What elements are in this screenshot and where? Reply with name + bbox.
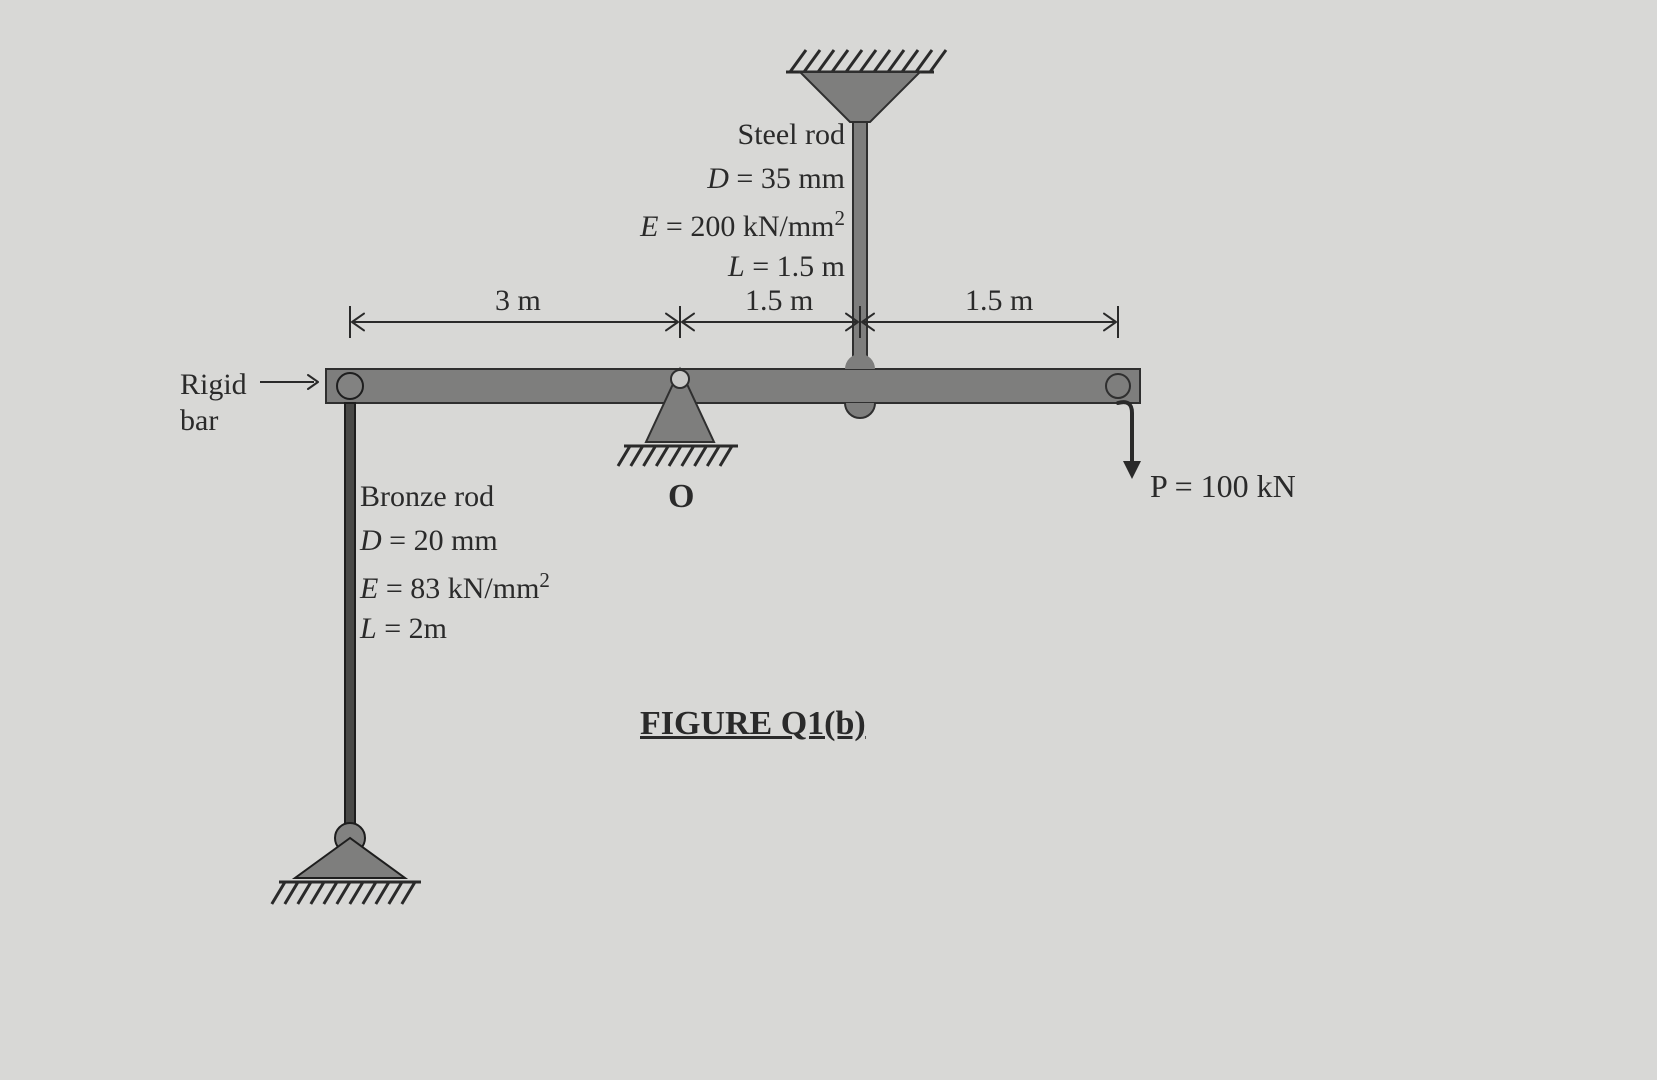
steel-E: E = 200 kN/mm2 bbox=[640, 206, 845, 244]
load-p-label: P = 100 kN bbox=[1150, 468, 1296, 505]
rigid-bar bbox=[326, 369, 1140, 403]
dim-label-0: 3 m bbox=[495, 284, 541, 318]
figure-caption: FIGURE Q1(b) bbox=[640, 705, 866, 743]
steel-L: L = 1.5 m bbox=[728, 250, 845, 284]
dim-label-1: 1.5 m bbox=[745, 284, 813, 318]
bronze-D: D = 20 mm bbox=[360, 524, 498, 558]
diagram-stage: 3 m 1.5 m 1.5 m Rigidbar Bronze rod D = 20 mm… bbox=[0, 0, 1657, 1080]
bronze-L: L = 2m bbox=[360, 612, 447, 646]
rigid-bar-label-1: Rigid bbox=[180, 368, 247, 402]
rigid-bar-pointer bbox=[260, 375, 318, 389]
bronze-E: E = 83 kN/mm2 bbox=[360, 568, 550, 606]
rigid-bar-label-2: bar bbox=[180, 404, 218, 438]
steel-D: D = 35 mm bbox=[707, 162, 845, 196]
support-o-label: O bbox=[668, 478, 694, 516]
bronze-title: Bronze rod bbox=[360, 480, 494, 514]
steel-title: Steel rod bbox=[738, 118, 845, 152]
dim-label-2: 1.5 m bbox=[965, 284, 1033, 318]
